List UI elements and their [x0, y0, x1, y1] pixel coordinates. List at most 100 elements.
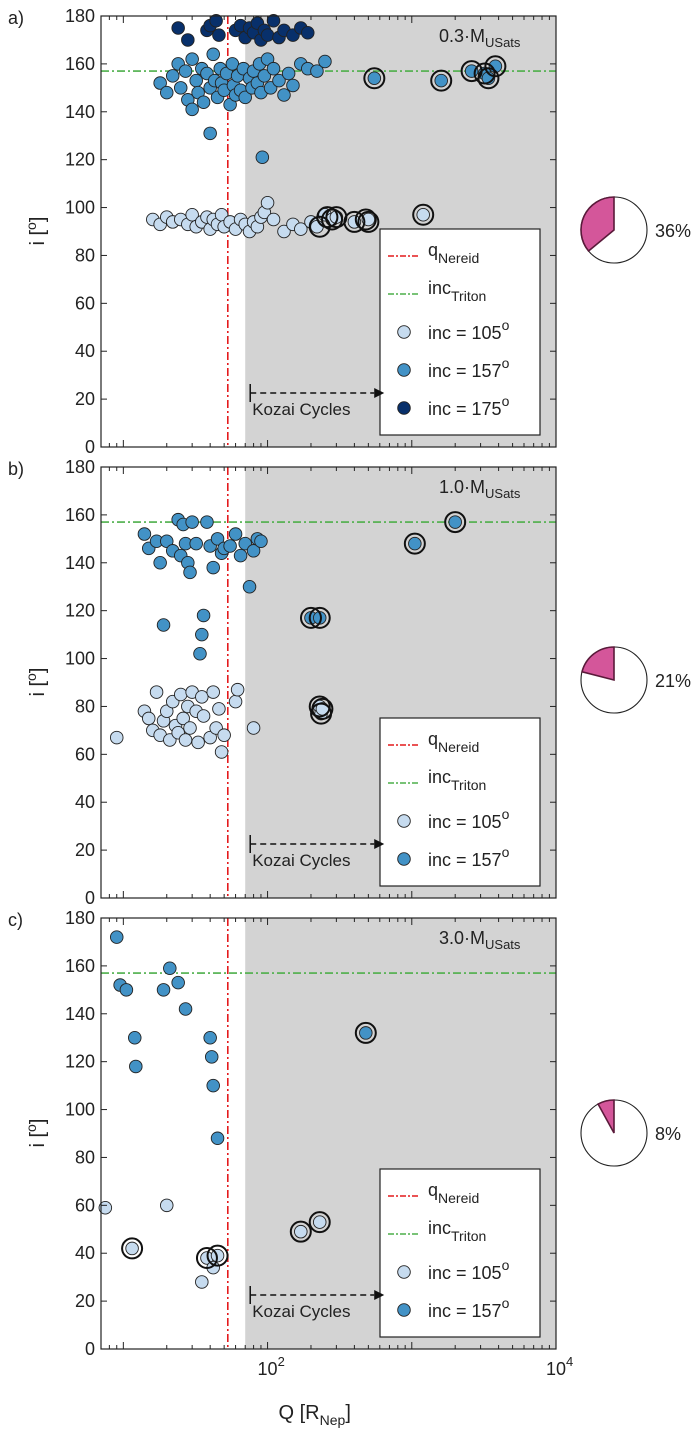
data-point: [286, 78, 300, 93]
panel-label: b): [8, 459, 24, 479]
data-point: [318, 54, 332, 69]
legend-marker-swatch: [397, 852, 411, 866]
y-tick-label: 80: [75, 696, 95, 716]
data-point: [242, 579, 257, 594]
highlight-ring: [444, 511, 467, 534]
data-point: [254, 534, 268, 548]
pie-slice: [597, 1099, 615, 1134]
data-point: [206, 560, 220, 575]
axes-frame: [100, 917, 557, 1350]
data-point: [312, 1215, 327, 1229]
data-point: [183, 721, 197, 735]
data-point: [257, 69, 272, 83]
highlight-ring: [430, 69, 453, 92]
data-point: [195, 1275, 209, 1289]
y-tick-label: 80: [75, 245, 95, 265]
data-point: [255, 150, 270, 165]
data-point: [272, 73, 286, 88]
data-point: [206, 1078, 220, 1093]
data-point: [203, 1030, 217, 1045]
data-point: [163, 961, 177, 976]
legend-marker-swatch: [397, 401, 411, 415]
data-point: [448, 515, 462, 529]
legend-entry-label: inc = 157o: [428, 355, 510, 381]
data-point: [160, 534, 174, 548]
data-point: [181, 33, 195, 47]
y-tick-label: 0: [85, 888, 95, 908]
data-point: [210, 1131, 225, 1146]
legend-entry-label: inc = 105o: [428, 317, 510, 343]
data-point: [160, 1198, 174, 1213]
data-point: [310, 219, 324, 234]
legend: qNereid incTriton inc = 105o inc = 157o: [379, 717, 541, 887]
data-point: [367, 71, 382, 86]
kozai-label: Kozai Cycles: [252, 851, 350, 870]
legend-entry-label: qNereid: [428, 240, 479, 266]
highlight-ring: [308, 606, 331, 629]
y-tick-label: 160: [65, 54, 95, 74]
legend-entry-label: inc = 157o: [428, 1295, 510, 1321]
data-point: [119, 983, 134, 997]
data-point: [156, 618, 171, 632]
highlight-ring: [308, 1211, 331, 1234]
data-point: [203, 126, 217, 141]
panel-a: 0 20 40 60 80 100 120 140 160 180 a) 0.3·MUSats i [o…: [8, 6, 691, 457]
data-point: [209, 14, 223, 28]
legend-entry-label: qNereid: [428, 1180, 479, 1206]
data-point: [359, 1026, 373, 1040]
data-point: [189, 73, 203, 88]
data-point: [266, 61, 281, 76]
y-tick-label: 40: [75, 341, 95, 361]
pie-slice: [581, 646, 615, 682]
y-tick-label: 20: [75, 840, 95, 860]
data-point: [171, 21, 185, 35]
y-tick-label: 0: [85, 1339, 95, 1359]
data-point: [223, 539, 237, 553]
data-point: [171, 975, 185, 990]
data-point: [310, 64, 324, 78]
legend-entry-label: incTriton: [428, 767, 486, 793]
panel-label: c): [8, 910, 23, 930]
data-point: [165, 69, 180, 83]
data-point: [178, 1002, 193, 1016]
data-point: [277, 224, 291, 239]
highlight-ring: [354, 1021, 377, 1044]
highlight-ring: [473, 62, 496, 85]
kozai-label: Kozai Cycles: [252, 1302, 350, 1321]
series-inc-105: [98, 1198, 331, 1289]
highlight-ring: [477, 67, 500, 90]
data-point: [183, 565, 197, 580]
data-point: [416, 207, 430, 222]
data-point: [266, 212, 281, 227]
data-point: [195, 627, 209, 642]
series-inc-157: [109, 930, 377, 1146]
data-point: [149, 685, 164, 699]
data-point: [212, 28, 226, 42]
legend-entry-label: qNereid: [428, 729, 479, 755]
data-point: [125, 1241, 139, 1256]
data-point: [160, 704, 174, 718]
arrow-head: [374, 388, 385, 398]
y-tick-label: 40: [75, 1243, 95, 1263]
data-point: [176, 711, 190, 726]
data-point: [178, 733, 193, 747]
data-point: [189, 536, 203, 551]
data-point: [230, 682, 245, 697]
data-point: [204, 1050, 219, 1064]
data-point: [217, 728, 231, 742]
x-axis-label: Q [RNep]: [279, 1402, 351, 1428]
data-point: [137, 527, 152, 541]
highlight-ring: [321, 208, 344, 231]
y-tick-label: 100: [65, 649, 95, 669]
data-point: [206, 685, 220, 699]
data-point: [196, 95, 211, 109]
highlight-ring: [403, 532, 426, 555]
y-tick-label: 180: [65, 457, 95, 477]
data-point: [185, 207, 199, 222]
y-tick-label: 80: [75, 1147, 95, 1167]
legend-entry-label: incTriton: [428, 278, 486, 304]
data-point: [260, 28, 275, 42]
legend-marker-swatch: [397, 1265, 411, 1279]
data-point: [109, 730, 124, 745]
